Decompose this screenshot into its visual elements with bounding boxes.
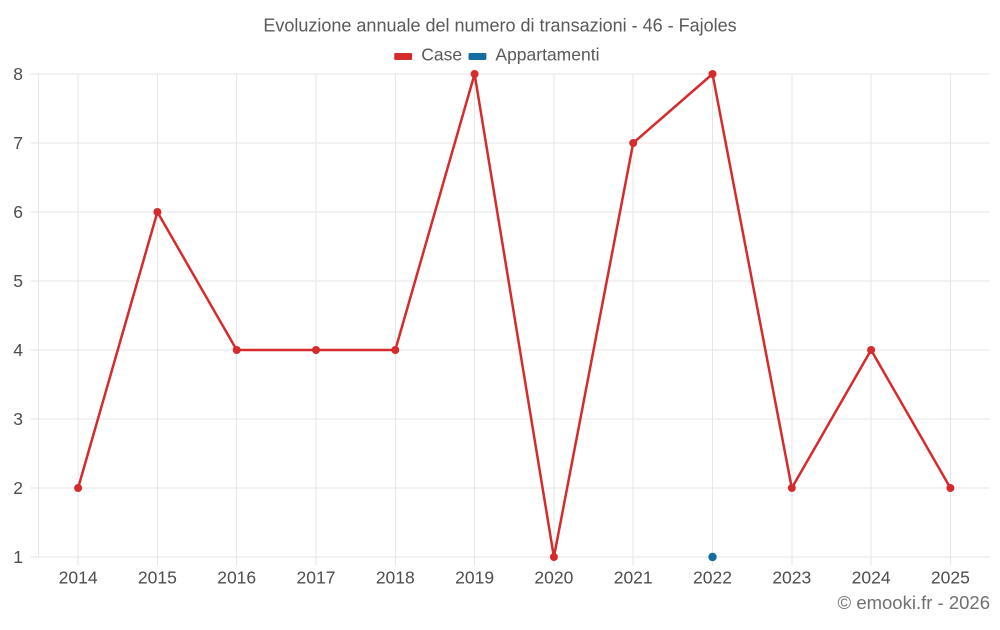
svg-text:© emooki.fr - 2026: © emooki.fr - 2026 (838, 592, 990, 613)
svg-text:Case: Case (421, 45, 462, 65)
svg-text:2024: 2024 (852, 568, 891, 588)
svg-text:2018: 2018 (376, 568, 415, 588)
svg-text:5: 5 (13, 271, 23, 291)
svg-text:Evoluzione annuale del numero: Evoluzione annuale del numero di transaz… (263, 16, 736, 36)
svg-text:2025: 2025 (931, 568, 970, 588)
svg-text:4: 4 (13, 340, 23, 360)
svg-text:2022: 2022 (693, 568, 732, 588)
svg-text:8: 8 (13, 64, 23, 84)
svg-text:2020: 2020 (534, 568, 573, 588)
svg-text:2016: 2016 (217, 568, 256, 588)
svg-text:Appartamenti: Appartamenti (495, 45, 599, 65)
svg-text:2: 2 (13, 478, 23, 498)
svg-text:2021: 2021 (614, 568, 653, 588)
svg-text:7: 7 (13, 133, 23, 153)
svg-text:1: 1 (13, 547, 23, 567)
svg-text:2014: 2014 (59, 568, 98, 588)
svg-text:3: 3 (13, 409, 23, 429)
svg-text:2023: 2023 (772, 568, 811, 588)
svg-text:2017: 2017 (297, 568, 336, 588)
svg-text:6: 6 (13, 202, 23, 222)
svg-text:2019: 2019 (455, 568, 494, 588)
svg-text:2015: 2015 (138, 568, 177, 588)
